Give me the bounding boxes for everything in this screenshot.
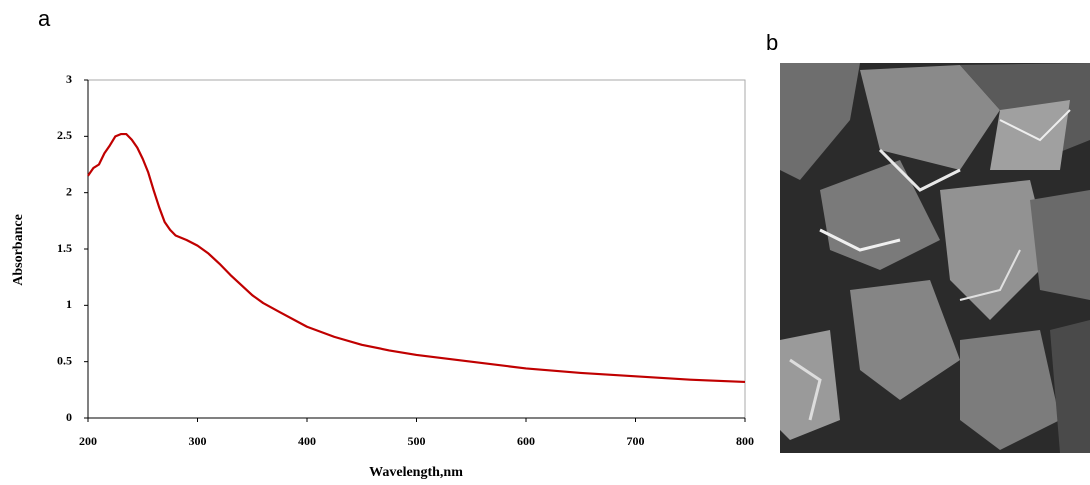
- x-tick-label: 300: [189, 434, 207, 448]
- sem-image: [780, 63, 1090, 453]
- y-tick-label: 0: [66, 410, 72, 424]
- x-tick-label: 600: [517, 434, 535, 448]
- y-axis-label: Absorbance: [11, 214, 26, 286]
- x-tick-label: 400: [298, 434, 316, 448]
- y-tick-label: 1: [66, 297, 72, 311]
- y-tick-label: 2: [66, 184, 72, 198]
- plot-frame: [87, 79, 746, 419]
- x-tick-label: 500: [408, 434, 426, 448]
- y-tick-label: 1.5: [57, 241, 72, 255]
- x-tick-label: 800: [736, 434, 754, 448]
- y-tick-label: 0.5: [57, 353, 72, 367]
- x-axis-label: Wavelength,nm: [369, 465, 463, 480]
- panel-label: b: [766, 30, 778, 55]
- x-tick-label: 200: [79, 434, 97, 448]
- y-tick-label: 3: [66, 72, 72, 86]
- x-tick-label: 700: [627, 434, 645, 448]
- panel-label: a: [38, 6, 51, 31]
- y-tick-label: 2.5: [57, 128, 72, 142]
- data-line: [87, 132, 746, 384]
